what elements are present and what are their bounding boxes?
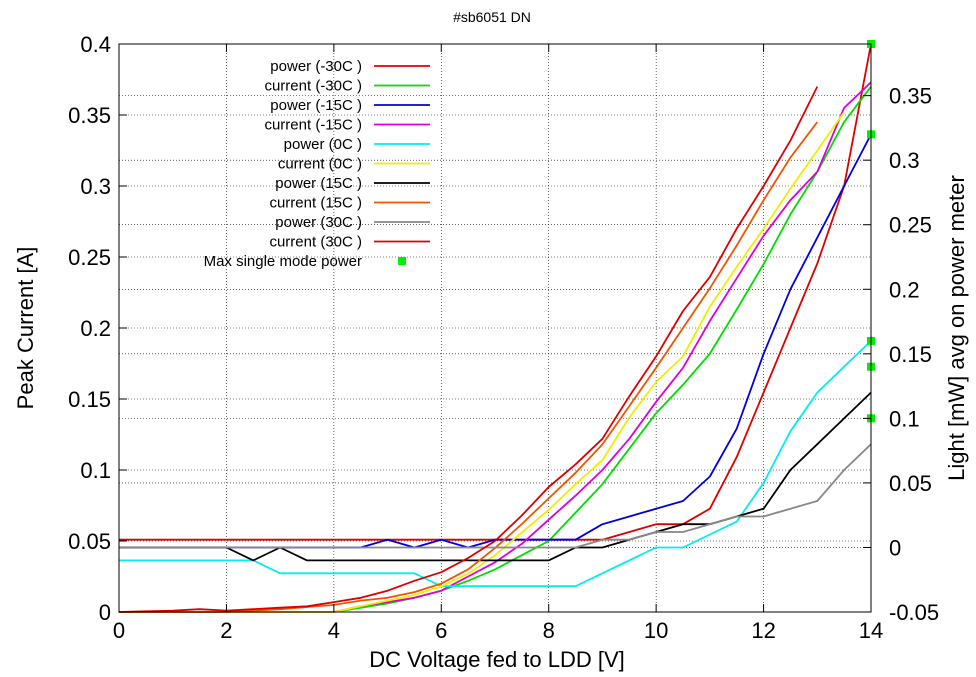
ticks: 0 2 4 6 8 10 12 14 0 0.05 0.1 0.15 0.2 0.25 0.3 0.35 0.4…: [68, 32, 939, 643]
x-tick-label: 2: [220, 618, 232, 643]
y2-tick-label: 0.05: [889, 471, 932, 496]
y2-axis-title: Light [mW] avg on power meter: [944, 175, 969, 481]
series-line-10: [118, 86, 819, 613]
legend-label: current (30C ): [269, 234, 362, 251]
y-tick-label: 0.3: [80, 174, 111, 199]
y2-tick-label: 0.3: [889, 148, 920, 173]
legend-label: power (-30C ): [270, 58, 362, 75]
series-line-3: [119, 133, 872, 549]
grid: [119, 44, 871, 612]
chart-title: #sb6051 DN: [453, 9, 531, 25]
y-axis-title: Peak Current [A]: [13, 247, 38, 410]
legend-label: Max single mode power: [204, 253, 362, 270]
series-line-8: [119, 121, 819, 613]
y-tick-label: 0.25: [68, 245, 111, 270]
x-axis-title: DC Voltage fed to LDD [V]: [369, 647, 625, 672]
legend-label: power (15C ): [275, 175, 362, 192]
legend-label: current (15C ): [269, 195, 362, 212]
y-tick-label: 0.2: [80, 316, 111, 341]
y-tick-label: 0: [99, 600, 111, 625]
y2-tick-label: 0.2: [889, 277, 920, 302]
series-line-4: [119, 81, 872, 613]
legend-label: power (30C ): [275, 214, 362, 231]
y-tick-label: 0.15: [68, 387, 111, 412]
y2-tick-label: -0.05: [889, 600, 939, 625]
y2-tick-label: 0.15: [889, 342, 932, 367]
y-tick-label: 0.35: [68, 103, 111, 128]
legend-label: power (0C ): [284, 136, 362, 153]
series-line-7: [119, 391, 872, 562]
x-tick-label: 10: [644, 618, 668, 643]
y-tick-label: 0.4: [80, 32, 111, 57]
x-tick-label: 14: [859, 618, 883, 643]
series-line-2: [119, 86, 872, 613]
series-line-6: [119, 111, 845, 613]
x-tick-label: 12: [751, 618, 775, 643]
y2-tick-label: 0.25: [889, 213, 932, 238]
y2-tick-label: 0.1: [889, 406, 920, 431]
series-line-9: [119, 443, 872, 549]
legend-label: current (-15C ): [264, 117, 362, 134]
legend-swatch-marker: [398, 257, 406, 265]
x-tick-label: 8: [543, 618, 555, 643]
y2-tick-label: 0: [889, 535, 901, 560]
legend-label: current (-30C ): [264, 78, 362, 95]
series-line-1: [119, 43, 872, 541]
x-tick-label: 6: [435, 618, 447, 643]
y-tick-label: 0.1: [80, 458, 111, 483]
y2-tick-label: 0.35: [889, 84, 932, 109]
x-tick-label: 0: [113, 618, 125, 643]
series-line-5: [119, 340, 872, 588]
legend: power (-30C ) current (-30C ) power (-15C …: [204, 58, 430, 270]
legend-label: current (0C ): [278, 156, 362, 173]
legend-label: power (-15C ): [270, 97, 362, 114]
x-tick-label: 4: [328, 618, 340, 643]
y-tick-label: 0.05: [68, 529, 111, 554]
